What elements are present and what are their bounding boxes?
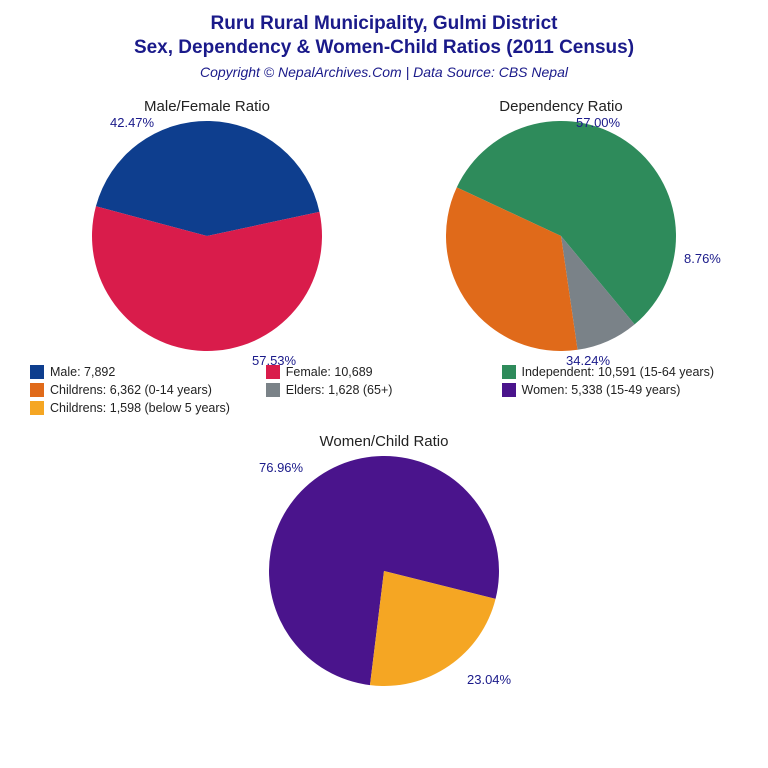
charts-bottom-row: Women/Child Ratio 76.96%23.04%: [0, 433, 768, 686]
legend-item: Male: 7,892: [30, 365, 266, 379]
legend-swatch: [30, 401, 44, 415]
pie-dependency: 57.00%8.76%34.24%: [446, 121, 676, 351]
legend-text: Male: 7,892: [50, 365, 115, 379]
legend-text: Female: 10,689: [286, 365, 373, 379]
legend-text: Elders: 1,628 (65+): [286, 383, 393, 397]
chart-title-women-child: Women/Child Ratio: [214, 433, 554, 450]
legend: Male: 7,892 Female: 10,689 Independent: 10…: [30, 365, 738, 419]
legend-item: Women: 5,338 (15-49 years): [502, 383, 738, 397]
legend-text: Independent: 10,591 (15-64 years): [522, 365, 715, 379]
legend-item: Childrens: 1,598 (below 5 years): [30, 401, 266, 415]
pct-label-female: 57.53%: [252, 353, 296, 368]
subtitle: Copyright © NepalArchives.Com | Data Sou…: [0, 64, 768, 80]
pie-sex: 42.47%57.53%: [92, 121, 322, 351]
pct-label-elders: 8.76%: [684, 251, 721, 266]
legend-swatch: [502, 383, 516, 397]
legend-item: Female: 10,689: [266, 365, 502, 379]
legend-text: Childrens: 6,362 (0-14 years): [50, 383, 212, 397]
legend-text: Women: 5,338 (15-49 years): [522, 383, 681, 397]
legend-swatch: [266, 383, 280, 397]
main-title-line1: Ruru Rural Municipality, Gulmi District: [0, 12, 768, 36]
legend-text: Childrens: 1,598 (below 5 years): [50, 401, 230, 415]
chart-title-sex: Male/Female Ratio: [37, 98, 377, 115]
legend-item: Independent: 10,591 (15-64 years): [502, 365, 738, 379]
pct-label-childrens_below5: 23.04%: [467, 672, 511, 687]
legend-item: Childrens: 6,362 (0-14 years): [30, 383, 266, 397]
title-block: Ruru Rural Municipality, Gulmi District …: [0, 0, 768, 80]
chart-dependency-ratio: Dependency Ratio 57.00%8.76%34.24%: [391, 98, 731, 351]
legend-swatch: [30, 383, 44, 397]
chart-sex-ratio: Male/Female Ratio 42.47%57.53%: [37, 98, 377, 351]
pct-label-male: 42.47%: [110, 115, 154, 130]
pie-women-child: 76.96%23.04%: [269, 456, 499, 686]
pct-label-women: 76.96%: [259, 460, 303, 475]
legend-swatch: [30, 365, 44, 379]
charts-top-row: Male/Female Ratio 42.47%57.53% Dependenc…: [0, 98, 768, 351]
pct-label-independent: 57.00%: [576, 115, 620, 130]
pct-label-childrens_0_14: 34.24%: [566, 353, 610, 368]
chart-title-dependency: Dependency Ratio: [391, 98, 731, 115]
legend-swatch: [502, 365, 516, 379]
legend-item: Elders: 1,628 (65+): [266, 383, 502, 397]
chart-women-child-ratio: Women/Child Ratio 76.96%23.04%: [214, 433, 554, 686]
main-title-line2: Sex, Dependency & Women-Child Ratios (20…: [0, 36, 768, 60]
